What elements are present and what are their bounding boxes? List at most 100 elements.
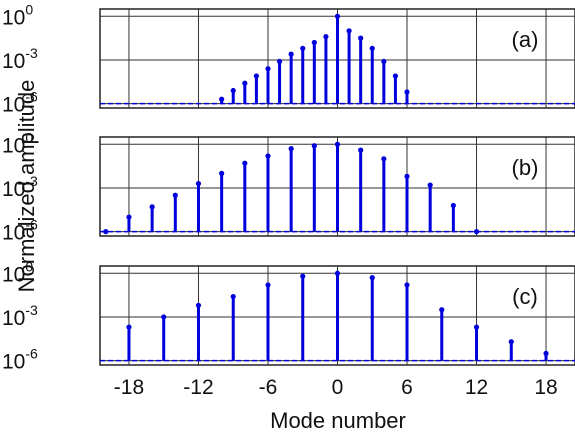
x-tick-label: 12	[465, 376, 488, 399]
stem-marker	[358, 35, 364, 41]
stem-marker	[242, 80, 248, 86]
stem-marker	[219, 170, 225, 176]
stem-marker	[242, 160, 248, 166]
stem-10	[450, 202, 456, 232]
y-tick-label: 10-6	[2, 217, 38, 245]
stem-marker	[381, 58, 387, 65]
stem-marker	[195, 302, 202, 308]
x-tick-label: -18	[114, 376, 144, 399]
stem-marker	[253, 73, 260, 79]
stem-6	[404, 89, 410, 104]
stem--4	[288, 51, 294, 104]
stem-marker	[219, 96, 225, 102]
stem--1	[323, 34, 329, 104]
stem--2	[311, 143, 317, 232]
x-tick-labels: -18 -12 -6 0 6 12 18	[114, 376, 558, 399]
stem-marker	[311, 143, 317, 149]
stem-marker	[276, 58, 283, 65]
panel-c: 100 10-3 10-6 (c)	[2, 258, 575, 374]
stem-marker	[404, 89, 410, 95]
stem--10	[219, 170, 225, 232]
stem--3	[300, 273, 306, 361]
stem--14	[172, 192, 178, 232]
stem--3	[300, 45, 306, 104]
stem--20	[103, 229, 109, 235]
stem--2	[311, 39, 317, 104]
stem-marker	[195, 180, 202, 187]
stem-0	[334, 270, 341, 361]
stem-6	[404, 282, 410, 361]
stem-marker	[358, 147, 364, 153]
y-tick-label: 100	[2, 1, 33, 29]
stem-marker	[265, 153, 271, 159]
stem--6	[265, 153, 271, 232]
stem--8	[242, 80, 248, 104]
stem--15	[161, 314, 167, 361]
y-tick-label: 10-6	[2, 346, 38, 374]
panel-label: (c)	[512, 284, 538, 309]
stem-marker	[172, 192, 178, 198]
stem-marker	[369, 275, 375, 281]
x-tick-label: -6	[259, 376, 278, 399]
stem--16	[149, 204, 155, 232]
stem--18	[126, 324, 132, 361]
stem-marker	[369, 45, 375, 51]
stem-4	[381, 156, 387, 232]
y-tick-label: 100	[2, 258, 33, 286]
y-axis-title: Normalized amplitude	[14, 80, 39, 293]
stem--10	[219, 96, 225, 104]
stem-18	[543, 350, 549, 361]
y-tick-label: 100	[2, 129, 33, 157]
stem-marker	[473, 324, 480, 330]
stem-marker	[323, 34, 329, 40]
stem-marker	[381, 156, 387, 162]
stem-marker	[427, 182, 433, 188]
x-tick-label: -12	[183, 376, 213, 399]
y-tick-label: 10-6	[2, 89, 38, 117]
stem-6	[404, 173, 410, 232]
stem-2	[358, 147, 364, 232]
stem-marker	[439, 307, 445, 313]
stem--6	[265, 282, 271, 361]
stem--9	[230, 87, 236, 104]
stem-marker	[288, 51, 294, 57]
stem-marker	[473, 229, 480, 235]
stem--5	[276, 58, 283, 104]
stem-3	[369, 275, 375, 361]
y-tick-label: 10-3	[2, 302, 38, 330]
stem-marker	[300, 273, 306, 279]
stem-marker	[450, 202, 456, 209]
stem-marker	[404, 173, 410, 179]
stem--9	[230, 293, 236, 361]
stem-0	[334, 141, 341, 232]
x-tick-label: 18	[534, 376, 557, 399]
stem-marker	[508, 339, 514, 345]
stem--18	[126, 214, 132, 232]
stem--6	[265, 66, 271, 104]
stem-marker	[126, 214, 132, 220]
panel-label: (a)	[512, 27, 539, 52]
x-tick-label: 0	[332, 376, 344, 399]
stem-0	[334, 13, 341, 104]
stem-15	[508, 339, 514, 361]
x-tick-label: 6	[401, 376, 413, 399]
stem-marker	[126, 324, 132, 330]
x-axis-title: Mode number	[270, 408, 406, 433]
stem-marker	[334, 13, 341, 19]
stem-12	[473, 229, 480, 235]
stem-4	[381, 58, 387, 104]
stem-5	[392, 73, 399, 104]
stem-marker	[543, 350, 549, 356]
stem-marker	[392, 73, 399, 79]
stem-marker	[161, 314, 167, 320]
stem-marker	[334, 270, 341, 276]
stem--7	[253, 73, 260, 104]
panels: 100 10-3 10-6 (a) 100 10-3 10-6 (b) 100 10-3 10-6 (…	[2, 1, 575, 374]
stem-marker	[288, 146, 294, 152]
stem-1	[346, 28, 352, 104]
stem-2	[358, 35, 364, 104]
stem-marker	[230, 293, 236, 300]
stem-marker	[103, 229, 109, 235]
panel-label: (b)	[512, 155, 539, 180]
